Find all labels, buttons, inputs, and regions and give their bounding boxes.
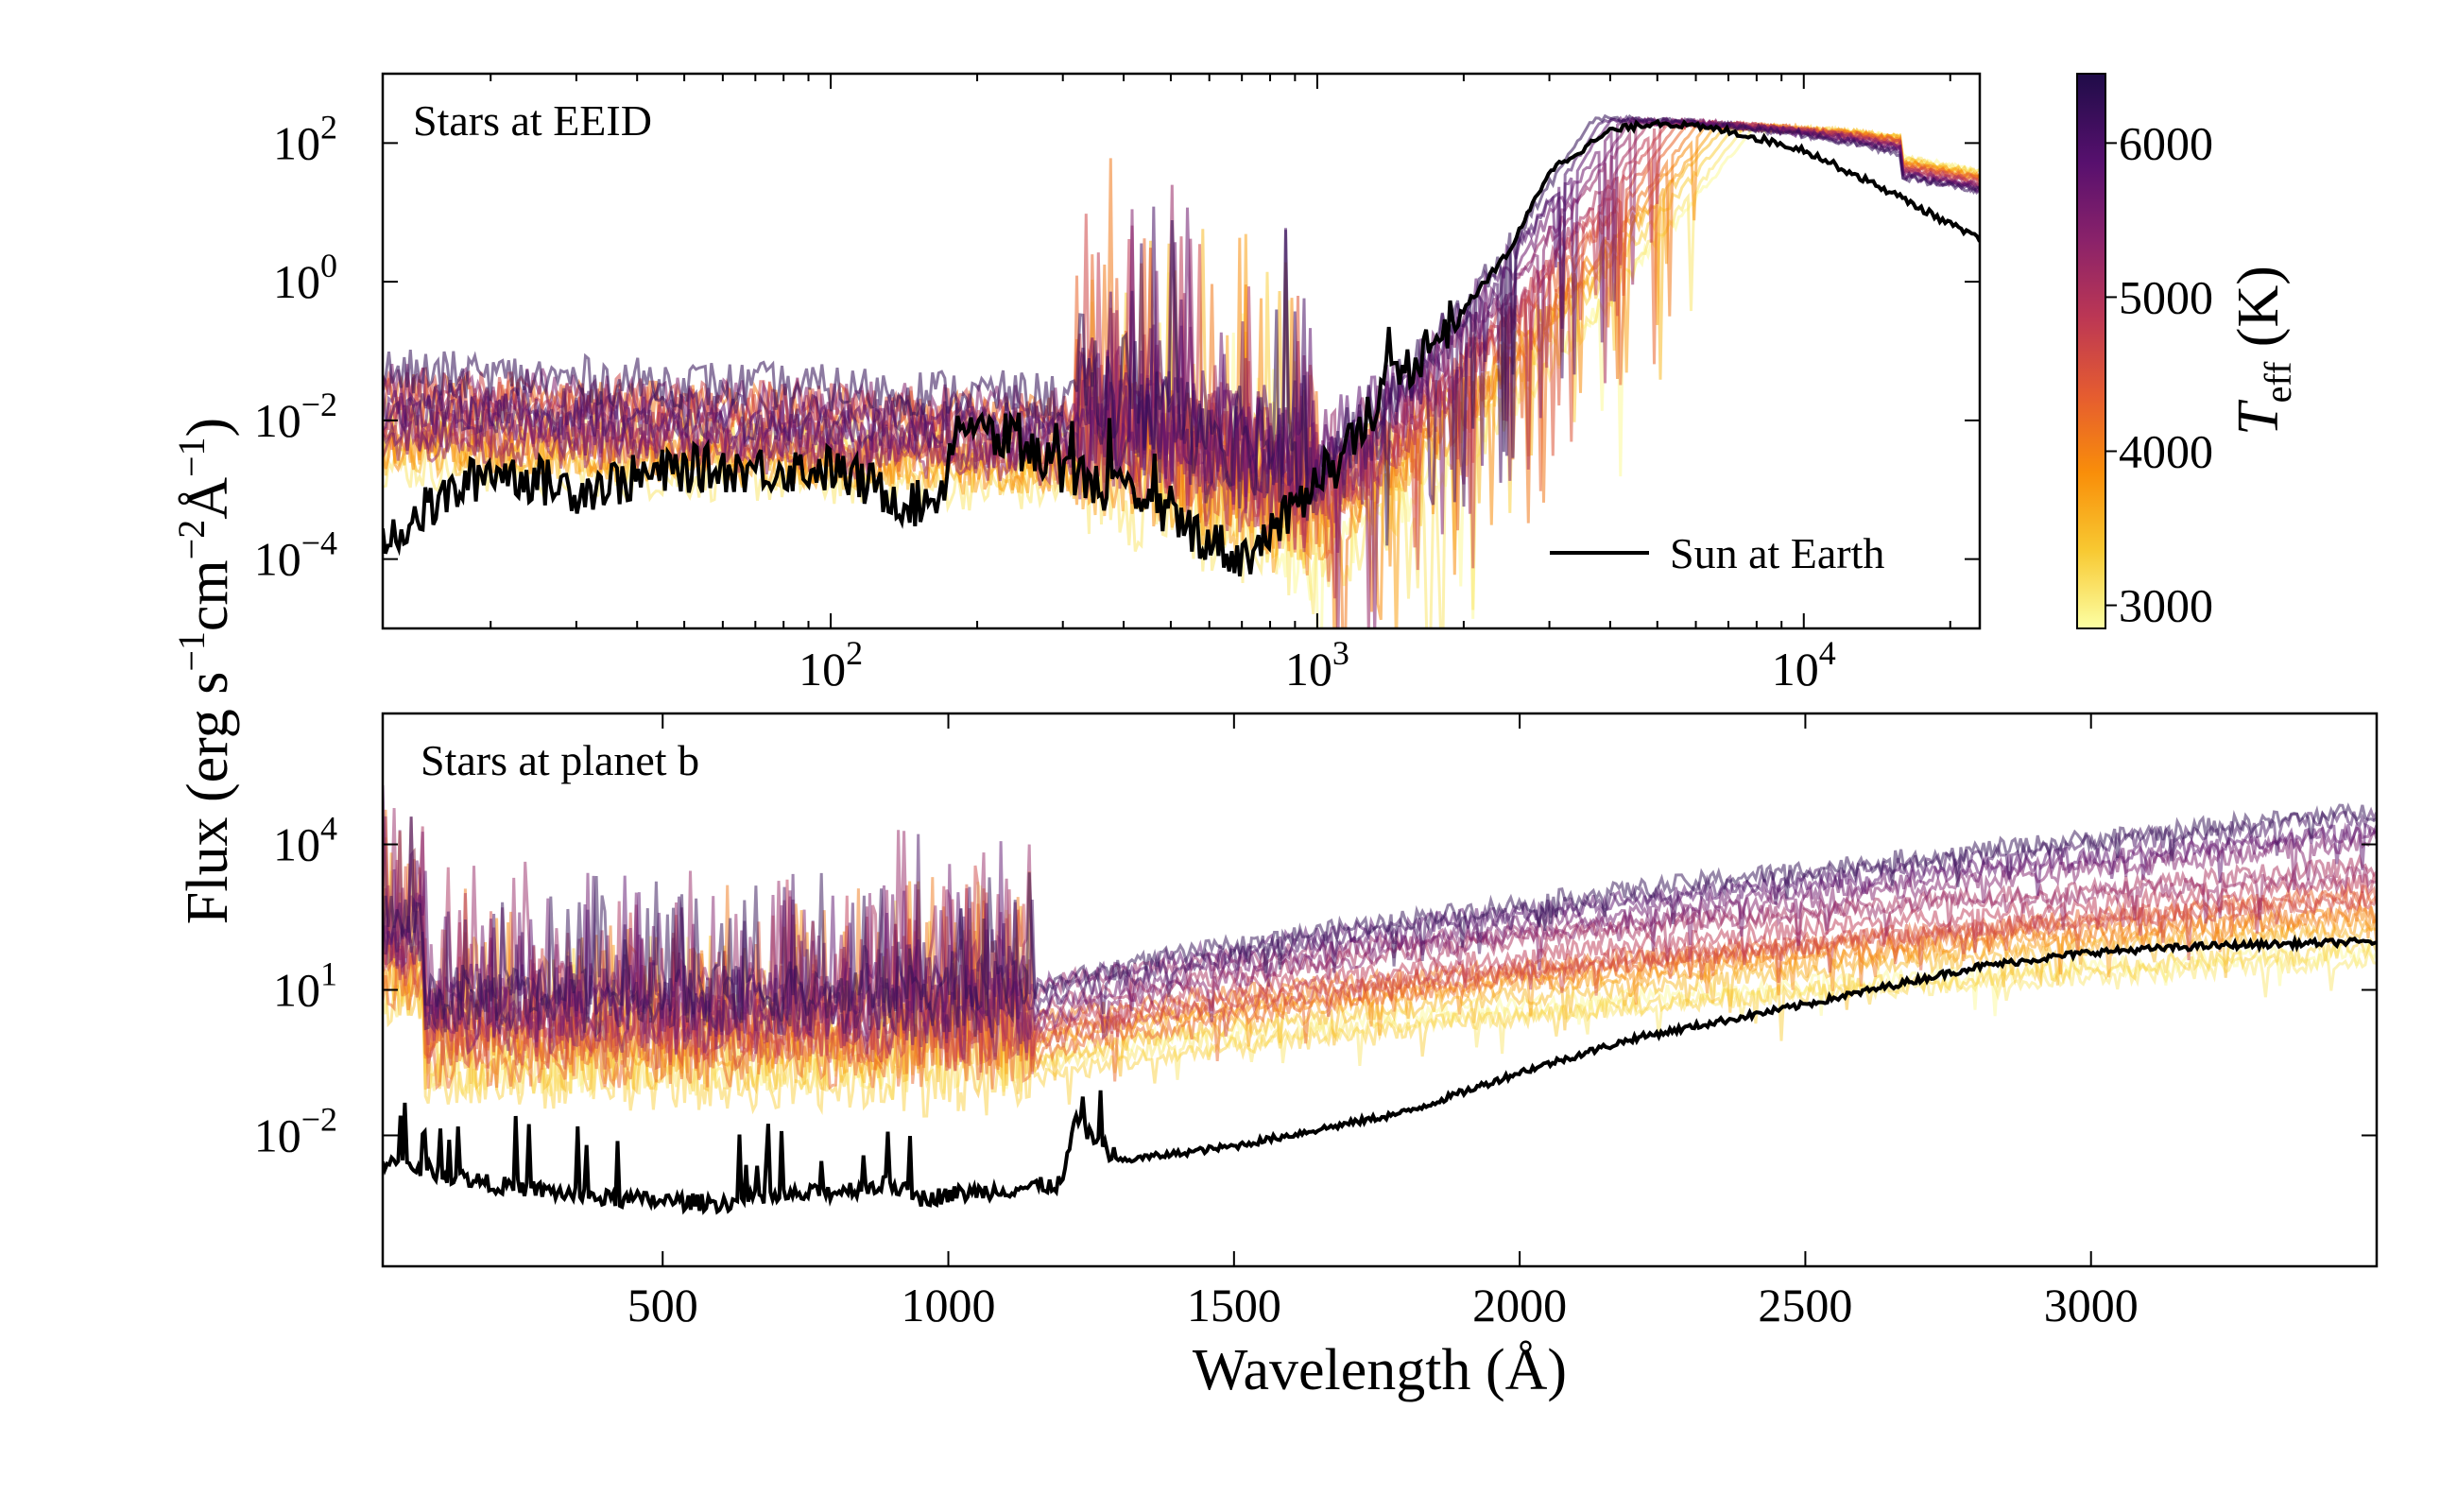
bottom-sun-line <box>383 934 2377 1215</box>
top-star-spectrum-line <box>383 113 1980 546</box>
bottom-panel: 500 1000 1500 2000 2500 3000 104 101 10−2 Stars… <box>254 712 2379 1332</box>
bottom-x-tick-label: 2000 <box>1472 1279 1567 1332</box>
bottom-star-spectrum-line <box>383 802 2377 1028</box>
y-axis-label: Flux (erg s−1cm−2Å−1) <box>170 418 240 924</box>
bottom-y-tick-label: 104 <box>273 810 337 871</box>
top-y-tick-label: 100 <box>273 247 337 308</box>
top-y-tick-label: 102 <box>273 108 337 169</box>
top-x-tick-label: 104 <box>1772 634 1836 696</box>
colorbar-tick-label: 4000 <box>2119 424 2213 477</box>
top-y-tick-label: 10−4 <box>254 524 337 586</box>
colorbar-tick-label: 3000 <box>2119 579 2213 632</box>
bottom-panel-annotation: Stars at planet b <box>421 736 699 784</box>
legend-sun-label: Sun at Earth <box>1670 529 1884 577</box>
top-y-tick-label: 10−2 <box>254 386 337 447</box>
colorbar-label: Teff (K) <box>2226 266 2299 436</box>
top-star-spectra <box>383 113 1980 628</box>
bottom-star-spectrum-line <box>383 784 2377 1026</box>
colorbar-gradient <box>2076 73 2106 629</box>
bottom-y-tick-label: 101 <box>273 955 337 1017</box>
top-panel: 102 103 104 102 100 10−2 10−4 Stars at EEID S… <box>254 72 1982 696</box>
bottom-star-spectrum-line <box>383 829 2377 1060</box>
top-panel-annotation: Stars at EEID <box>413 96 652 145</box>
colorbar-tick-label: 5000 <box>2119 270 2213 323</box>
bottom-y-ticks: 104 101 10−2 <box>254 810 2377 1161</box>
top-sun-line <box>383 118 1980 576</box>
colorbar-tick-label: 6000 <box>2119 116 2213 169</box>
bottom-x-ticks: 500 1000 1500 2000 2500 3000 <box>627 713 2139 1332</box>
bottom-x-tick-label: 2500 <box>1758 1279 1852 1332</box>
bottom-x-tick-label: 1000 <box>902 1279 996 1332</box>
x-axis-label: Wavelength (Å) <box>1193 1338 1567 1402</box>
legend: Sun at Earth <box>1550 529 1884 577</box>
bottom-x-tick-label: 3000 <box>2044 1279 2139 1332</box>
colorbar: 3000 4000 5000 6000 Teff (K) <box>2076 73 2299 632</box>
top-x-tick-label: 103 <box>1285 634 1349 696</box>
colorbar-ticks: 3000 4000 5000 6000 <box>2105 116 2213 632</box>
top-axes-frame <box>381 72 1982 630</box>
top-sun-spectrum <box>383 118 1980 576</box>
bottom-x-tick-label: 500 <box>627 1279 698 1332</box>
bottom-sun-spectrum <box>383 934 2377 1215</box>
bottom-star-spectrum-line <box>383 914 2377 1118</box>
bottom-star-spectrum-line <box>383 865 2377 1074</box>
bottom-x-tick-label: 1500 <box>1187 1279 1281 1332</box>
top-x-tick-label: 102 <box>799 634 863 696</box>
bottom-star-spectrum-line <box>383 822 2377 1045</box>
bottom-y-tick-label: 10−2 <box>254 1100 337 1161</box>
bottom-star-spectra <box>383 784 2377 1118</box>
